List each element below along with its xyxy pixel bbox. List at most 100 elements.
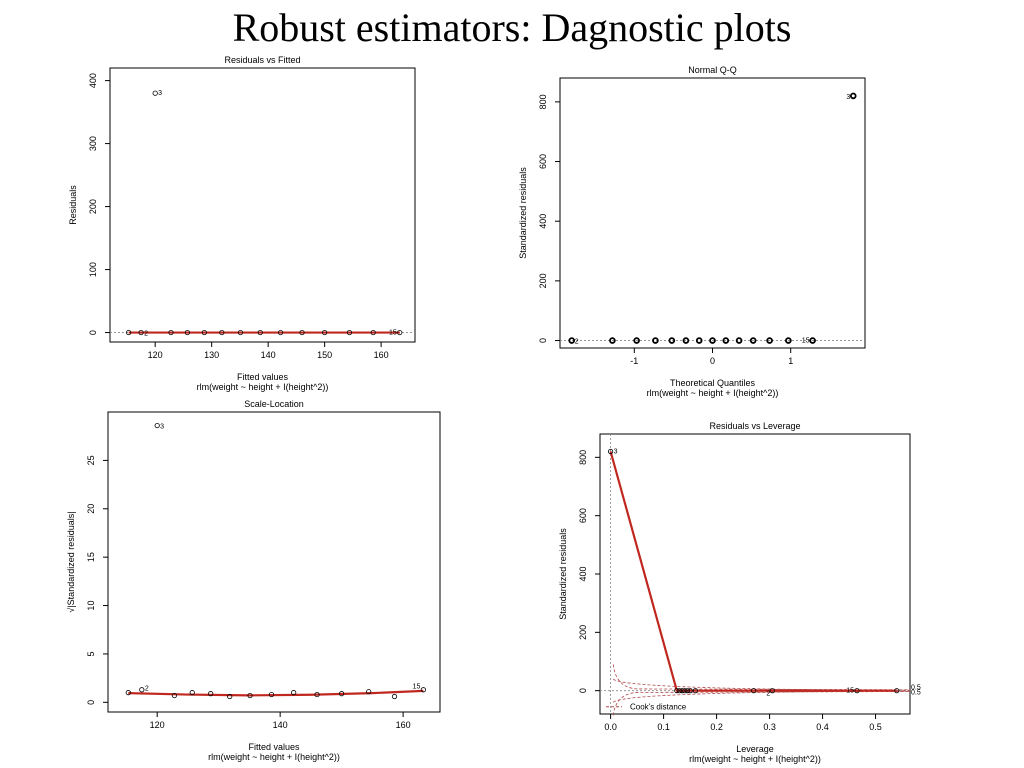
data-point [138,329,144,336]
plot-frame [559,77,866,349]
data-point [370,329,376,336]
data-point [201,329,207,336]
x-tick-label: 120 [150,720,165,730]
x-axis-sublabel: rlm(weight ~ height + I(height^2)) [197,382,329,392]
data-point [152,90,158,96]
plot-panel-2: Normal Q-Q Theoretical Quantilesrlm(weigh… [518,65,866,398]
data-point [346,329,353,336]
x-tick-label: 120 [148,350,163,360]
point-label: 3 [160,424,164,431]
x-tick-label: 0.1 [657,722,670,732]
data-point [751,688,757,694]
plot-panel-4: Residuals vs Leverage Leveragerlm(weight … [558,421,921,764]
data-point [322,329,328,336]
data-point [609,337,616,344]
data-point [735,337,743,344]
y-tick-label: 800 [578,450,588,465]
point-label: 15 [389,330,397,337]
point-label: 2 [145,686,149,693]
data-point [154,422,160,429]
x-axis-sublabel: rlm(weight ~ height + I(height^2)) [689,754,821,764]
cooks-distance-contour [612,691,911,716]
plot-frame [599,433,911,715]
x-tick-label: 0.3 [763,722,776,732]
y-tick-label: 0 [578,688,588,693]
y-tick-label: 0 [86,700,96,705]
plot-title: Residuals vs Fitted [224,55,300,65]
fit-line [128,689,424,697]
x-tick-label: 1 [788,356,793,366]
x-tick-label: 0.0 [604,722,617,732]
x-tick-label: 0.5 [869,722,882,732]
x-tick-label: 140 [273,720,288,730]
data-point [568,337,576,344]
x-axis-label: Theoretical Quantiles [670,378,756,388]
data-point [894,688,900,694]
data-point [219,329,225,336]
data-point [171,692,177,699]
data-point [366,689,372,695]
y-axis-label: Standardized residuals [518,167,528,259]
data-point [679,688,685,694]
y-tick-label: 800 [538,94,548,109]
y-tick-label: 10 [86,601,96,611]
slide-title: Robust estimators: Dagnostic plots [232,5,792,50]
data-point [668,337,676,344]
cooks-distance-contour [612,678,911,691]
data-point [339,691,345,697]
point-label: 3 [846,94,850,101]
y-tick-label: 400 [88,73,98,88]
data-point [237,329,244,336]
point-label: 3 [158,90,162,97]
y-tick-label: 400 [578,566,588,581]
data-point [397,329,403,336]
x-axis-sublabel: rlm(weight ~ height + I(height^2)) [208,752,340,762]
plot-frame [109,67,416,343]
point-label: 15 [413,684,421,691]
data-point [633,337,640,344]
data-point [785,337,792,344]
y-tick-label: 15 [86,552,96,562]
x-tick-label: 0.2 [710,722,723,732]
x-tick-label: 160 [396,720,411,730]
x-tick-label: 160 [374,350,389,360]
data-point [208,691,214,697]
data-point [652,337,659,344]
x-axis-label: Leverage [736,744,774,754]
data-point [257,329,263,336]
x-tick-label: -1 [630,356,638,366]
data-point [722,337,730,344]
y-tick-label: 600 [538,154,548,169]
legend-label: Cook's distance [630,703,687,712]
y-tick-label: 100 [88,262,98,277]
data-point [268,691,275,698]
point-label: 15 [802,338,810,345]
data-point [247,692,253,699]
data-point [709,337,716,344]
y-axis-label: Standardized residuals [558,528,568,620]
fit-line [609,451,897,692]
data-point [809,337,816,344]
point-label: 2 [766,691,770,698]
data-point [766,337,773,344]
y-axis-label: √|Standardized residuals| [66,511,76,612]
x-axis-label: Fitted values [248,742,300,752]
x-axis-sublabel: rlm(weight ~ height + I(height^2)) [647,388,779,398]
data-point [676,688,683,694]
data-point [849,92,857,100]
data-point [420,687,426,693]
data-point [277,329,284,336]
y-tick-label: 600 [578,508,588,523]
data-point [684,688,691,694]
y-tick-label: 0 [538,338,548,343]
data-point [184,329,190,336]
data-point [769,688,775,694]
data-point [314,691,320,698]
data-point [682,337,690,344]
plot-title: Residuals vs Leverage [709,421,800,431]
y-tick-label: 200 [578,625,588,640]
point-label: 2 [144,331,148,338]
point-label: 2 [575,339,579,346]
point-label: 15 [846,688,854,695]
